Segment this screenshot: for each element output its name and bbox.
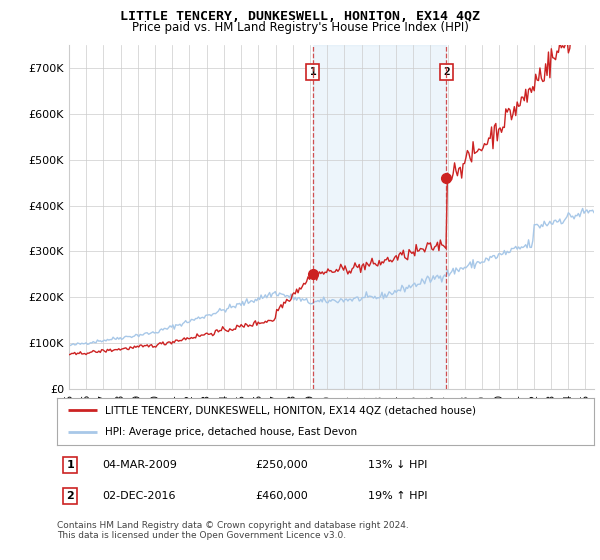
Text: £460,000: £460,000	[256, 491, 308, 501]
Text: 1: 1	[310, 67, 316, 77]
Text: 13% ↓ HPI: 13% ↓ HPI	[368, 460, 428, 470]
Text: 04-MAR-2009: 04-MAR-2009	[103, 460, 178, 470]
Text: LITTLE TENCERY, DUNKESWELL, HONITON, EX14 4QZ (detached house): LITTLE TENCERY, DUNKESWELL, HONITON, EX1…	[106, 405, 476, 416]
Bar	[313, 45, 446, 389]
Text: 2: 2	[443, 67, 449, 77]
Text: £250,000: £250,000	[256, 460, 308, 470]
Text: Contains HM Land Registry data © Crown copyright and database right 2024.
This d: Contains HM Land Registry data © Crown c…	[57, 521, 409, 540]
Text: Price paid vs. HM Land Registry's House Price Index (HPI): Price paid vs. HM Land Registry's House …	[131, 21, 469, 34]
Text: 1: 1	[67, 460, 74, 470]
Text: HPI: Average price, detached house, East Devon: HPI: Average price, detached house, East…	[106, 427, 358, 437]
Text: 19% ↑ HPI: 19% ↑ HPI	[368, 491, 428, 501]
Text: 2: 2	[67, 491, 74, 501]
Text: 02-DEC-2016: 02-DEC-2016	[103, 491, 176, 501]
Text: LITTLE TENCERY, DUNKESWELL, HONITON, EX14 4QZ: LITTLE TENCERY, DUNKESWELL, HONITON, EX1…	[120, 10, 480, 22]
